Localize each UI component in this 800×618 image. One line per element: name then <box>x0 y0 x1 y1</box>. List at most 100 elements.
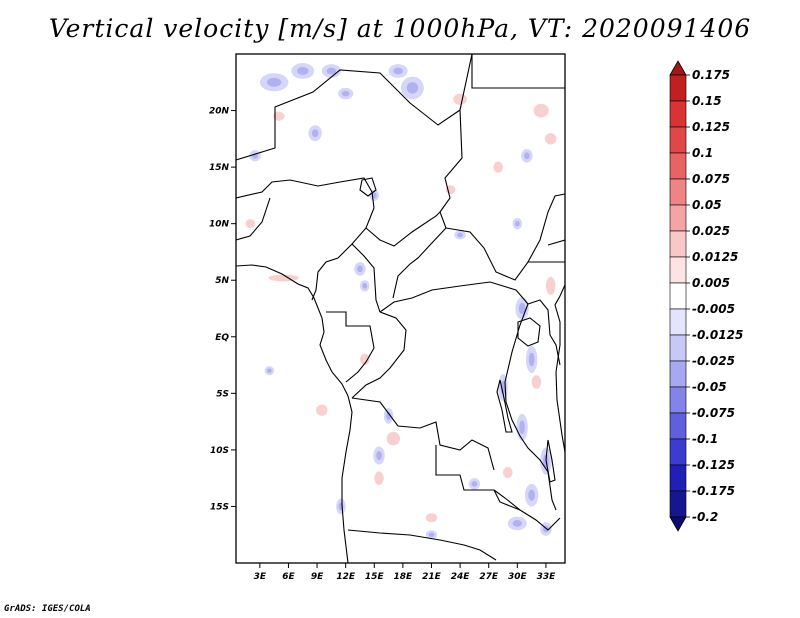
colorbar-label: 0.075 <box>692 172 730 186</box>
blob-sinking-core <box>357 265 363 273</box>
colorbar-label: -0.025 <box>692 354 735 368</box>
blob-sinking-core <box>514 220 520 227</box>
x-tick-label: 6E <box>282 572 295 582</box>
y-tick-label: 5S <box>216 389 229 399</box>
blob-sinking-core <box>341 90 350 97</box>
blob-sinking-core <box>393 67 403 75</box>
blob-sinking-core <box>266 368 272 373</box>
blob-rising <box>453 93 467 105</box>
blob-rising <box>493 161 504 173</box>
blob-sinking-core <box>406 82 419 94</box>
map-frame <box>235 53 566 564</box>
blob-rising <box>544 133 557 145</box>
colorbar-segment <box>669 178 687 206</box>
x-tick-label: 33E <box>537 572 557 582</box>
country-borders <box>236 54 565 563</box>
colorbar-label: -0.0125 <box>692 328 743 342</box>
colorbar-segment <box>669 282 687 310</box>
colorbar-label: 0.15 <box>692 94 722 108</box>
blob-sinking-core <box>512 520 523 527</box>
lake-chad <box>359 177 377 197</box>
blob-sinking-core <box>518 302 526 315</box>
blob-sinking-core <box>528 352 535 367</box>
y-tick-label: 10S <box>210 446 229 456</box>
border-congo-drc <box>351 311 407 399</box>
blob-sinking-core <box>376 451 382 461</box>
chart-svg: 3E 6E 9E 12E 15E 18E 21E 24E 27E 30E 33E 20N 15N 10N… <box>209 53 743 582</box>
blob-sinking-core <box>362 283 368 289</box>
y-tick-label: 15N <box>209 163 230 173</box>
x-tick-label: 12E <box>336 572 356 582</box>
blob-sinking-core <box>523 152 530 160</box>
colorbar-segment <box>669 464 687 492</box>
blob-sinking-core <box>266 77 282 87</box>
y-tick-label: EQ <box>215 333 229 343</box>
blob-sinking-core <box>457 232 463 238</box>
colorbar-label: -0.1 <box>692 432 718 446</box>
colorbar-label: -0.125 <box>692 458 735 472</box>
blob-rising <box>545 276 556 295</box>
border-kenya-uganda <box>527 299 561 366</box>
colorbar-label: -0.175 <box>692 484 735 498</box>
blob-rising <box>503 466 513 479</box>
blob-sinking-core <box>428 532 435 537</box>
colorbar-label: 0.05 <box>692 198 722 212</box>
x-tick-label: 15E <box>365 572 385 582</box>
blob-rising <box>273 111 285 121</box>
colorbar-label: -0.2 <box>692 510 718 524</box>
blob-sinking-core <box>471 480 478 487</box>
colorbar-segment <box>669 74 687 102</box>
blob-rising <box>425 513 438 523</box>
border-ethiopia <box>527 193 565 263</box>
colorbar-segment <box>669 334 687 362</box>
colorbar-segment <box>669 412 687 440</box>
border-great-lakes <box>504 303 557 511</box>
blob-sinking-core <box>326 67 337 75</box>
border-niger-nigeria <box>236 177 375 209</box>
border-car-drc <box>379 281 529 313</box>
colorbar-segment <box>669 100 687 128</box>
colorbar-label: 0.125 <box>692 120 730 134</box>
border-chad-sudan <box>392 109 463 299</box>
x-tick-label: 27E <box>479 572 499 582</box>
border-cameroon-car <box>351 211 441 313</box>
colorbar: 0.175 0.15 0.125 0.1 0.075 0.05 0.025 0.0125 0.0… <box>669 60 743 532</box>
colorbar-label: 0.0125 <box>692 250 738 264</box>
lake-tanganyika <box>496 379 513 433</box>
colorbar-bottom-arrow <box>669 516 687 532</box>
blob-sinking-core <box>500 380 506 395</box>
blob-sinking-core <box>519 420 525 435</box>
x-tick-label: 21E <box>422 572 442 582</box>
x-tick-label: 24E <box>451 572 471 582</box>
x-tick-label: 9E <box>311 572 324 582</box>
border-angola-namibia <box>347 529 497 561</box>
border-nigeria-cameroon <box>236 197 375 301</box>
colorbar-top-arrow <box>669 60 687 76</box>
blob-rising <box>386 431 401 446</box>
x-tick-label: 30E <box>508 572 528 582</box>
colorbar-label: -0.075 <box>692 406 735 420</box>
colorbar-segment <box>669 230 687 258</box>
border-sudan-south-sudan <box>445 227 565 281</box>
colorbar-segment <box>669 204 687 232</box>
chart-title: Vertical velocity [m/s] at 1000hPa, VT: … <box>48 14 752 43</box>
colorbar-segment <box>669 152 687 180</box>
lake-victoria <box>517 317 541 347</box>
colorbar-label: 0.175 <box>692 68 730 82</box>
colorbar-segment <box>669 308 687 336</box>
blob-sinking-core <box>297 67 309 75</box>
colorbar-label: -0.05 <box>692 380 727 394</box>
x-tick-label: 18E <box>394 572 414 582</box>
x-axis: 3E 6E 9E 12E 15E 18E 21E 24E 27E 30E 33E <box>254 563 556 582</box>
colorbar-segment <box>669 256 687 284</box>
blob-rising <box>531 375 542 389</box>
x-tick-label: 3E <box>254 572 267 582</box>
border-zambia-mozambique <box>493 489 561 531</box>
lake-malawi <box>545 439 556 483</box>
y-tick-label: 10N <box>209 220 230 230</box>
blob-rising <box>359 353 370 366</box>
border-congo-gabon <box>326 311 375 383</box>
blob-sinking-core <box>311 129 319 138</box>
colorbar-label: 0.025 <box>692 224 730 238</box>
colorbar-segment <box>669 438 687 466</box>
